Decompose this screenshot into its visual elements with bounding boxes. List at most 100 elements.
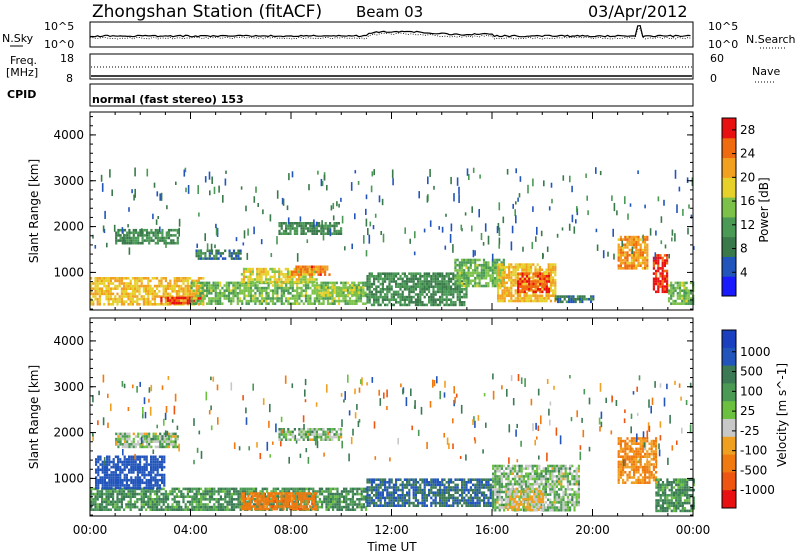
echo-cell bbox=[208, 286, 211, 290]
echo-cell bbox=[534, 268, 537, 272]
echo-cell bbox=[377, 277, 380, 281]
echo-cell bbox=[412, 277, 415, 281]
echo-cell bbox=[116, 292, 119, 296]
echo-cell bbox=[561, 295, 564, 298]
echo-cell bbox=[125, 300, 128, 303]
echo-cell bbox=[628, 243, 631, 247]
echo-cell bbox=[676, 286, 679, 290]
echo-cell bbox=[463, 301, 466, 304]
echo-cell bbox=[296, 289, 299, 292]
echo-cell bbox=[105, 505, 108, 509]
echo-cell bbox=[249, 502, 252, 506]
echo-cell bbox=[129, 492, 132, 496]
echo-cell bbox=[150, 228, 153, 232]
echo-cell bbox=[119, 435, 122, 438]
echo-cell bbox=[164, 490, 167, 493]
echo-cell bbox=[359, 297, 363, 300]
echo-cell bbox=[252, 297, 255, 300]
echo-cell bbox=[276, 286, 279, 290]
echo-cell bbox=[343, 495, 346, 498]
echo-cell bbox=[373, 277, 376, 281]
echo-cell bbox=[326, 281, 330, 285]
echo-cell bbox=[112, 471, 115, 474]
echo-cell bbox=[353, 281, 356, 285]
echo-cell bbox=[114, 295, 117, 298]
echo-cell bbox=[497, 286, 500, 290]
echo-cell bbox=[159, 239, 162, 242]
echo-cell bbox=[297, 270, 301, 273]
echo-cell bbox=[559, 297, 562, 301]
echo-cell bbox=[406, 295, 409, 299]
echo-cell bbox=[322, 286, 325, 289]
echo-cell bbox=[247, 494, 250, 498]
echo-cell bbox=[541, 290, 544, 294]
echo-cell bbox=[160, 487, 163, 491]
echo-cell bbox=[182, 487, 185, 491]
echo-cell bbox=[417, 293, 420, 296]
echo-cell bbox=[510, 273, 513, 277]
echo-cell bbox=[253, 507, 257, 511]
echo-cell bbox=[461, 280, 464, 283]
echo-cell bbox=[568, 295, 571, 298]
echo-cell bbox=[118, 498, 121, 501]
echo-cell bbox=[267, 286, 270, 290]
echo-cell bbox=[265, 294, 268, 298]
echo-cell bbox=[293, 299, 297, 303]
echo-cell bbox=[329, 503, 332, 506]
echo-cell bbox=[241, 299, 244, 303]
echo-cell bbox=[163, 460, 166, 464]
echo-cell bbox=[121, 463, 124, 466]
echo-cell bbox=[200, 284, 203, 288]
echo-cell bbox=[340, 495, 343, 498]
echo-cell bbox=[465, 271, 468, 275]
echo-cell bbox=[536, 294, 539, 298]
echo-cell bbox=[298, 297, 301, 300]
echo-speck bbox=[413, 251, 416, 256]
echo-cell bbox=[101, 465, 104, 469]
echo-cell bbox=[186, 505, 189, 509]
echo-cell bbox=[366, 277, 369, 281]
echo-cell bbox=[103, 290, 106, 293]
echo-cell bbox=[417, 285, 420, 288]
echo-cell bbox=[156, 473, 159, 477]
echo-cell bbox=[154, 458, 157, 461]
echo-cell bbox=[337, 299, 341, 303]
echo-cell bbox=[94, 292, 97, 296]
echo-cell bbox=[430, 282, 433, 286]
echo-cell bbox=[476, 269, 479, 272]
echo-cell bbox=[284, 280, 287, 284]
echo-speck bbox=[468, 174, 470, 181]
echo-cell bbox=[125, 295, 128, 298]
echo-cell bbox=[406, 288, 409, 291]
echo-cell bbox=[655, 269, 658, 273]
echo-cell bbox=[139, 486, 142, 490]
echo-cell bbox=[194, 302, 198, 305]
echo-cell bbox=[107, 303, 110, 306]
echo-cell bbox=[163, 236, 166, 240]
echo-cell bbox=[238, 289, 242, 292]
echo-cell bbox=[463, 271, 466, 275]
echo-cell bbox=[536, 268, 539, 272]
echo-cell bbox=[379, 275, 382, 278]
echo-cell bbox=[120, 287, 123, 290]
echo-cell bbox=[134, 295, 137, 298]
echo-cell bbox=[392, 303, 395, 307]
echo-cell bbox=[96, 277, 99, 280]
echo-cell bbox=[276, 297, 279, 300]
echo-cell bbox=[267, 297, 270, 300]
echo-cell bbox=[260, 286, 264, 290]
echo-cell bbox=[683, 299, 686, 303]
echo-cell bbox=[247, 302, 250, 305]
nsearch-tick-bottom: 10^0 bbox=[708, 38, 738, 51]
echo-cell bbox=[119, 236, 122, 240]
echo-cell bbox=[635, 248, 638, 252]
echo-cell bbox=[289, 284, 292, 287]
echo-cell bbox=[493, 279, 497, 283]
echo-cell bbox=[399, 303, 402, 307]
echo-cell bbox=[282, 232, 285, 235]
echo-cell bbox=[366, 275, 369, 278]
echo-cell bbox=[115, 234, 118, 237]
echo-cell bbox=[230, 257, 233, 260]
echo-speck bbox=[222, 195, 224, 203]
echo-cell bbox=[95, 476, 98, 479]
